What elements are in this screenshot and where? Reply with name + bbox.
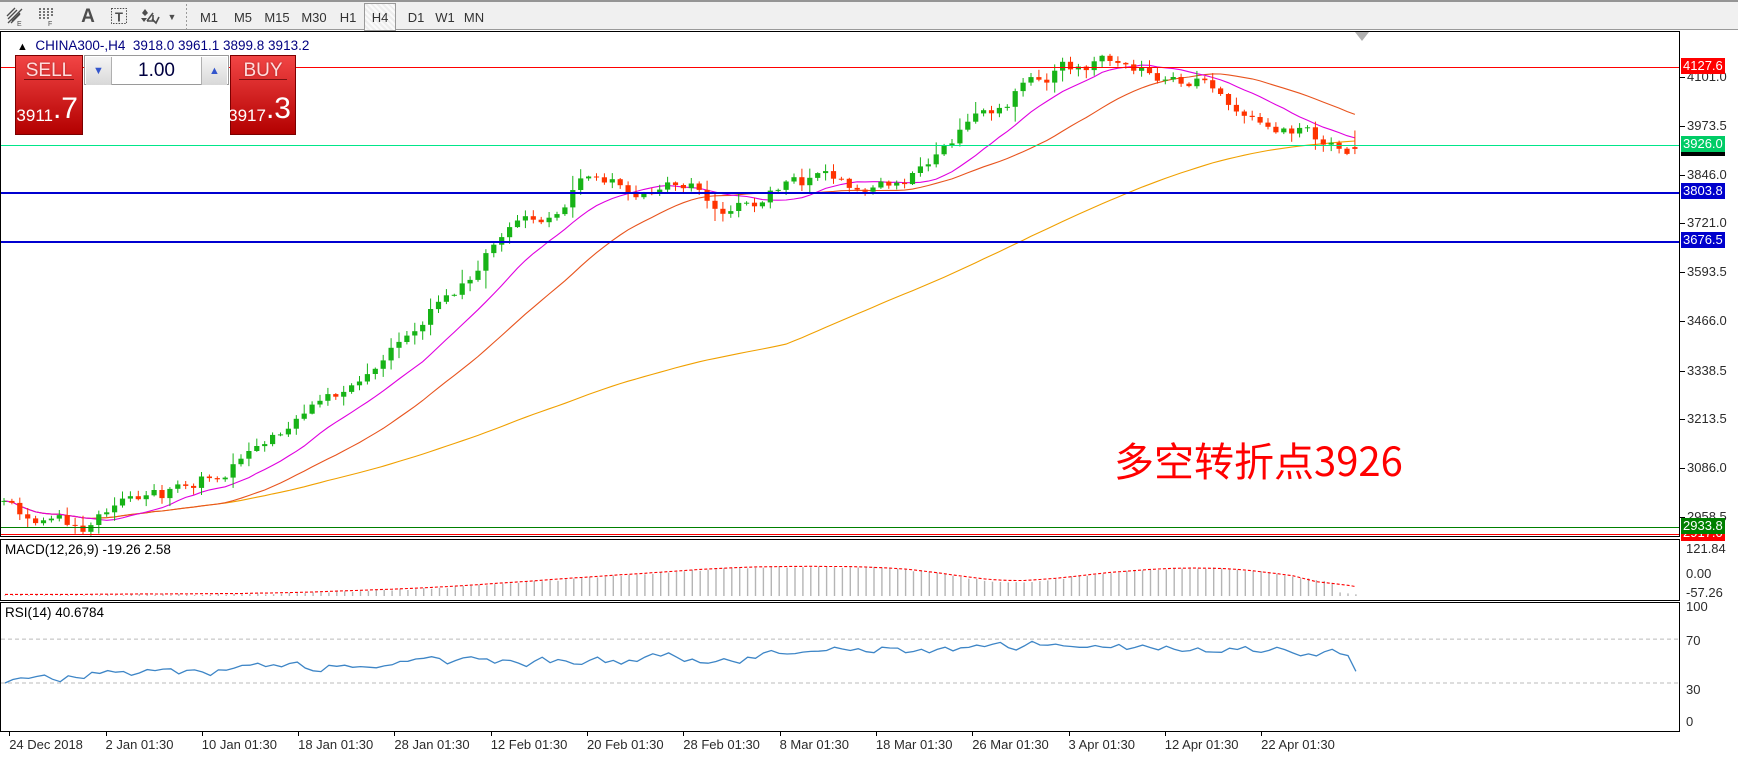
svg-text:E: E bbox=[17, 21, 22, 27]
svg-text:F: F bbox=[48, 21, 52, 27]
svg-text:T: T bbox=[115, 10, 123, 25]
